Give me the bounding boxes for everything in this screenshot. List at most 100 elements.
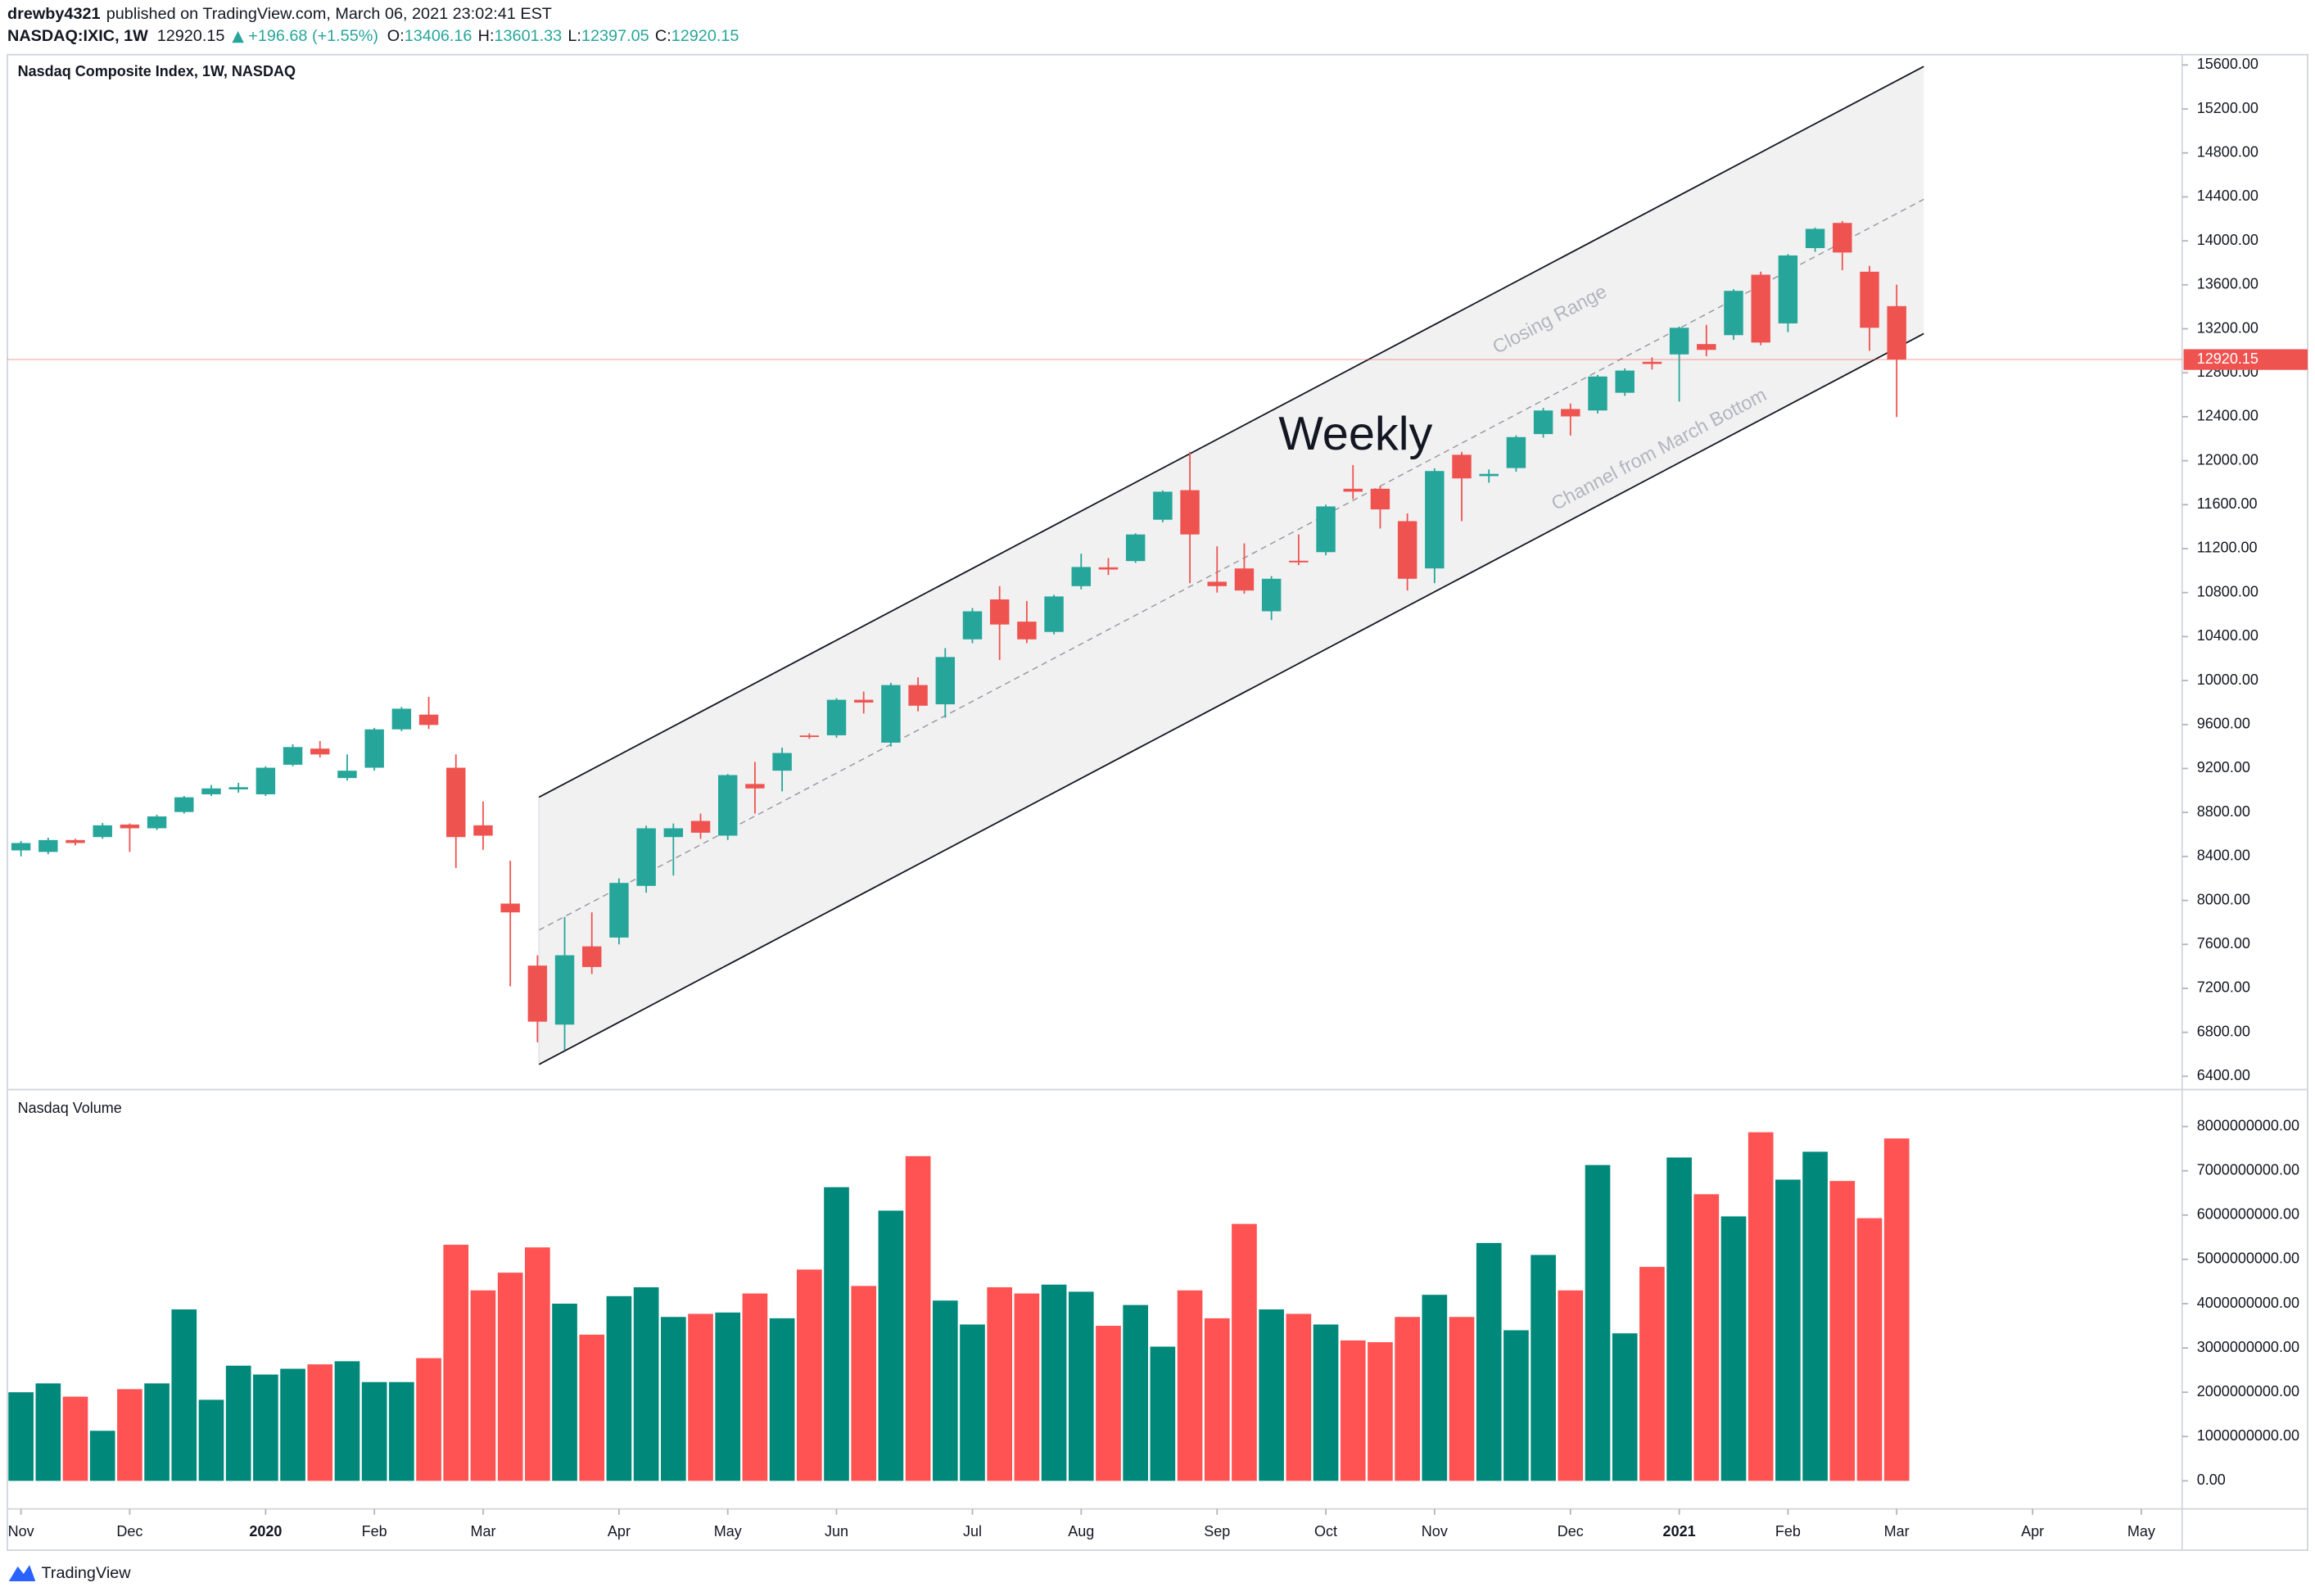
candle-body bbox=[38, 839, 58, 852]
x-tick-label: Jul bbox=[963, 1523, 982, 1539]
y-tick-label: 14400.00 bbox=[2197, 188, 2258, 204]
y-tick-label: 11600.00 bbox=[2197, 495, 2258, 512]
candle-body bbox=[255, 767, 276, 795]
volume-bar bbox=[1775, 1179, 1801, 1481]
annotation: Weekly bbox=[1278, 408, 1432, 460]
x-tick-label: Feb bbox=[1775, 1523, 1801, 1539]
volume-bar bbox=[1503, 1330, 1529, 1481]
volume-bars bbox=[8, 1132, 1910, 1481]
candle-body bbox=[1479, 473, 1499, 477]
candle-body bbox=[473, 825, 493, 836]
y-tick-label: 1000000000.00 bbox=[2197, 1427, 2299, 1444]
y-tick-label: 8400.00 bbox=[2197, 848, 2250, 864]
volume-bar bbox=[253, 1374, 278, 1481]
candle-body bbox=[283, 747, 303, 765]
candle-body bbox=[799, 735, 820, 737]
candle-body bbox=[1343, 488, 1363, 492]
y-tick-label: 12400.00 bbox=[2197, 408, 2258, 424]
volume-bar bbox=[144, 1383, 170, 1481]
volume-bar bbox=[1558, 1290, 1584, 1481]
volume-bar bbox=[661, 1317, 686, 1481]
x-tick-label: 2020 bbox=[249, 1523, 282, 1539]
x-tick-label: Dec bbox=[1558, 1523, 1584, 1539]
candle-body bbox=[1805, 228, 1825, 248]
channel-upper bbox=[538, 66, 1924, 798]
candle-body bbox=[1669, 328, 1689, 355]
volume-bar bbox=[225, 1365, 251, 1481]
candle-body bbox=[1751, 274, 1770, 343]
volume-bar bbox=[606, 1295, 632, 1481]
candle-body bbox=[66, 839, 85, 843]
volume-bar bbox=[1693, 1194, 1720, 1481]
volume-bar bbox=[1422, 1295, 1448, 1481]
candle-body bbox=[690, 821, 711, 833]
candle-body bbox=[881, 685, 901, 743]
publish-line: drewby4321 published on TradingView.com, … bbox=[7, 5, 552, 23]
candle-body bbox=[636, 828, 656, 886]
logo-icon bbox=[8, 1565, 36, 1581]
candle-body bbox=[201, 788, 221, 795]
y-tick-label: 6400.00 bbox=[2197, 1067, 2250, 1083]
x-tick-label: Apr bbox=[608, 1523, 631, 1539]
ohlc-value: 13601.33 bbox=[495, 27, 563, 45]
candle-body bbox=[11, 843, 31, 851]
candle-body bbox=[1098, 567, 1119, 570]
candle-body bbox=[1452, 454, 1472, 479]
candle-body bbox=[1697, 344, 1716, 350]
ohlc-label: O: bbox=[387, 27, 405, 45]
y-tick-label: 14800.00 bbox=[2197, 143, 2258, 160]
volume-bar bbox=[688, 1313, 713, 1481]
candle-body bbox=[1724, 291, 1743, 336]
volume-bar bbox=[1286, 1313, 1312, 1481]
volume-bar bbox=[796, 1269, 822, 1481]
candle-body bbox=[1887, 305, 1906, 360]
volume-bar bbox=[715, 1312, 741, 1481]
outer-frame bbox=[7, 53, 2308, 1551]
volume-bar bbox=[1368, 1342, 1393, 1481]
volume-bar bbox=[1829, 1181, 1856, 1481]
volume-bar bbox=[1068, 1291, 1094, 1481]
volume-bar bbox=[416, 1358, 441, 1481]
volume-bar bbox=[905, 1155, 931, 1481]
header-price: 12920.15 bbox=[157, 27, 225, 45]
y-tick-label: 12000.00 bbox=[2197, 451, 2258, 468]
candle-body bbox=[174, 797, 194, 812]
ohlc-value: 12397.05 bbox=[581, 27, 649, 45]
candle-body bbox=[93, 825, 112, 838]
volume-bar bbox=[1883, 1138, 1910, 1481]
candle-body bbox=[1533, 410, 1553, 435]
candle-body bbox=[989, 599, 1010, 625]
candle-body bbox=[1506, 436, 1526, 468]
candle-body bbox=[391, 708, 412, 730]
volume-bar bbox=[1340, 1340, 1366, 1481]
x-tick-label: Feb bbox=[362, 1523, 387, 1539]
candle-body bbox=[228, 787, 248, 789]
candle-body bbox=[120, 824, 140, 829]
volume-bar bbox=[89, 1431, 115, 1481]
candle-body bbox=[1778, 255, 1798, 323]
x-tick-label: May bbox=[714, 1523, 742, 1539]
y-tick-label: 2000000000.00 bbox=[2197, 1383, 2299, 1399]
ohlc-value: 12920.15 bbox=[671, 27, 739, 45]
channel-lower bbox=[538, 332, 1924, 1065]
volume-bar bbox=[1150, 1346, 1176, 1481]
volume-bar bbox=[769, 1318, 795, 1481]
y-tick-label: 6800.00 bbox=[2197, 1023, 2250, 1039]
y-tick-label: 9600.00 bbox=[2197, 716, 2250, 732]
volume-bar bbox=[1639, 1267, 1665, 1481]
candle-body bbox=[1860, 271, 1879, 328]
volume-bar bbox=[1204, 1318, 1230, 1481]
x-tick-label: Sep bbox=[1204, 1523, 1230, 1539]
volume-title: Nasdaq Volume bbox=[18, 1100, 122, 1116]
candle-body bbox=[1207, 581, 1227, 586]
volume-bar bbox=[1259, 1309, 1284, 1481]
last-price-box bbox=[2183, 349, 2308, 370]
y-tick-label: 3000000000.00 bbox=[2197, 1339, 2299, 1355]
volume-bar bbox=[1720, 1216, 1747, 1481]
volume-bar bbox=[1041, 1284, 1067, 1481]
volume-bar bbox=[307, 1364, 333, 1481]
candle-body bbox=[1370, 488, 1390, 510]
candle-body bbox=[418, 714, 439, 726]
published: published on TradingView.com, March 06, … bbox=[106, 5, 552, 23]
